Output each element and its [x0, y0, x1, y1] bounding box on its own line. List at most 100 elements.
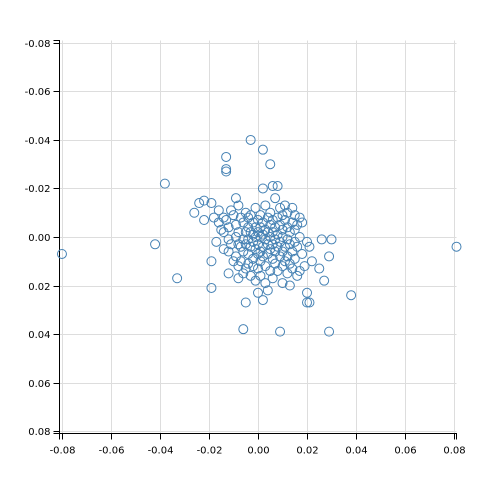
data-point — [287, 217, 298, 228]
data-point — [240, 207, 251, 218]
data-point — [267, 273, 278, 284]
y-tick-label: -0.06 — [25, 87, 51, 98]
data-point — [270, 193, 281, 204]
data-point — [279, 256, 290, 267]
data-point — [262, 227, 273, 238]
data-point — [267, 215, 278, 226]
data-point — [253, 248, 263, 259]
data-point — [262, 285, 273, 296]
data-point — [292, 241, 303, 252]
data-point — [233, 261, 244, 272]
data-point — [277, 224, 288, 235]
data-point — [284, 227, 295, 238]
x-tick-label: 0.08 — [443, 446, 465, 457]
data-point — [253, 263, 263, 274]
data-point — [199, 195, 210, 206]
data-point — [245, 241, 256, 252]
y-tick-label: 0.06 — [28, 379, 50, 390]
data-point — [265, 207, 276, 218]
data-point — [257, 251, 268, 262]
data-point — [240, 263, 251, 274]
data-point — [245, 134, 256, 145]
data-point — [260, 234, 271, 245]
data-point — [223, 268, 234, 279]
data-point — [299, 261, 310, 272]
data-point — [257, 229, 268, 240]
data-point — [240, 239, 251, 250]
data-point — [233, 273, 244, 284]
data-point — [272, 181, 283, 192]
x-tick-label: -0.02 — [197, 446, 223, 457]
data-point — [216, 224, 227, 235]
data-point — [245, 210, 256, 221]
data-point — [265, 159, 276, 170]
data-point — [248, 229, 259, 240]
data-point — [257, 295, 268, 306]
data-point — [284, 239, 295, 250]
data-point — [238, 246, 249, 257]
x-tick-label: -0.08 — [50, 446, 76, 457]
data-point — [304, 297, 315, 308]
data-point — [255, 222, 266, 233]
data-point — [189, 207, 200, 218]
data-point — [304, 241, 315, 252]
data-point — [279, 200, 290, 211]
data-point — [289, 224, 300, 235]
data-point — [150, 239, 161, 250]
data-point — [238, 324, 249, 335]
data-point — [277, 278, 288, 289]
data-point — [451, 241, 462, 252]
data-point — [260, 278, 271, 289]
y-tick-label: 0.04 — [28, 330, 50, 341]
data-point — [206, 282, 217, 293]
y-tick-label: 0.00 — [28, 233, 50, 244]
data-point — [199, 215, 210, 226]
data-point — [275, 326, 286, 337]
data-point — [292, 270, 303, 281]
x-tick-label: 0.02 — [296, 446, 318, 457]
data-point — [226, 205, 237, 216]
data-point — [253, 227, 263, 238]
x-tick-label: 0.00 — [247, 446, 269, 457]
data-point — [289, 253, 300, 264]
data-points — [56, 134, 462, 337]
data-point — [230, 232, 241, 242]
data-point — [265, 265, 276, 276]
data-point — [319, 275, 330, 286]
data-point — [270, 234, 281, 245]
data-point — [228, 210, 239, 221]
x-tick-label: -0.04 — [148, 446, 174, 457]
data-point — [257, 183, 268, 194]
data-point — [265, 244, 276, 255]
data-point — [294, 232, 305, 242]
data-point — [211, 236, 222, 247]
data-point — [272, 212, 283, 223]
data-point — [233, 227, 244, 238]
data-point — [292, 219, 303, 230]
data-point — [253, 215, 263, 226]
data-point — [326, 234, 337, 245]
data-point — [262, 212, 273, 223]
data-point — [314, 263, 325, 274]
data-point — [206, 198, 217, 209]
data-point — [289, 210, 300, 221]
data-point — [257, 241, 268, 252]
data-point — [235, 241, 246, 252]
data-point — [282, 234, 293, 245]
data-point — [275, 202, 286, 213]
data-point — [218, 244, 229, 255]
data-point — [262, 239, 273, 250]
data-point — [233, 200, 244, 211]
data-point — [250, 232, 261, 242]
y-tick-label: -0.04 — [25, 136, 51, 147]
data-point — [255, 246, 266, 257]
data-point — [284, 280, 295, 291]
y-tick-label: -0.02 — [25, 184, 51, 195]
data-point — [250, 244, 261, 255]
data-point — [223, 222, 234, 233]
y-tick-label: 0.08 — [28, 427, 50, 438]
data-point — [287, 263, 298, 274]
data-point — [253, 287, 263, 298]
y-tick-label: -0.08 — [25, 39, 51, 50]
data-point — [297, 248, 308, 259]
